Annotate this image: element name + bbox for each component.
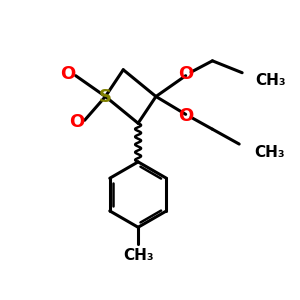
Text: S: S [99, 88, 112, 106]
Text: O: O [178, 107, 193, 125]
Text: CH₃: CH₃ [254, 146, 285, 160]
Text: O: O [69, 113, 84, 131]
Text: CH₃: CH₃ [123, 248, 153, 263]
Text: CH₃: CH₃ [256, 73, 286, 88]
Text: O: O [178, 65, 193, 83]
Text: O: O [60, 65, 75, 83]
